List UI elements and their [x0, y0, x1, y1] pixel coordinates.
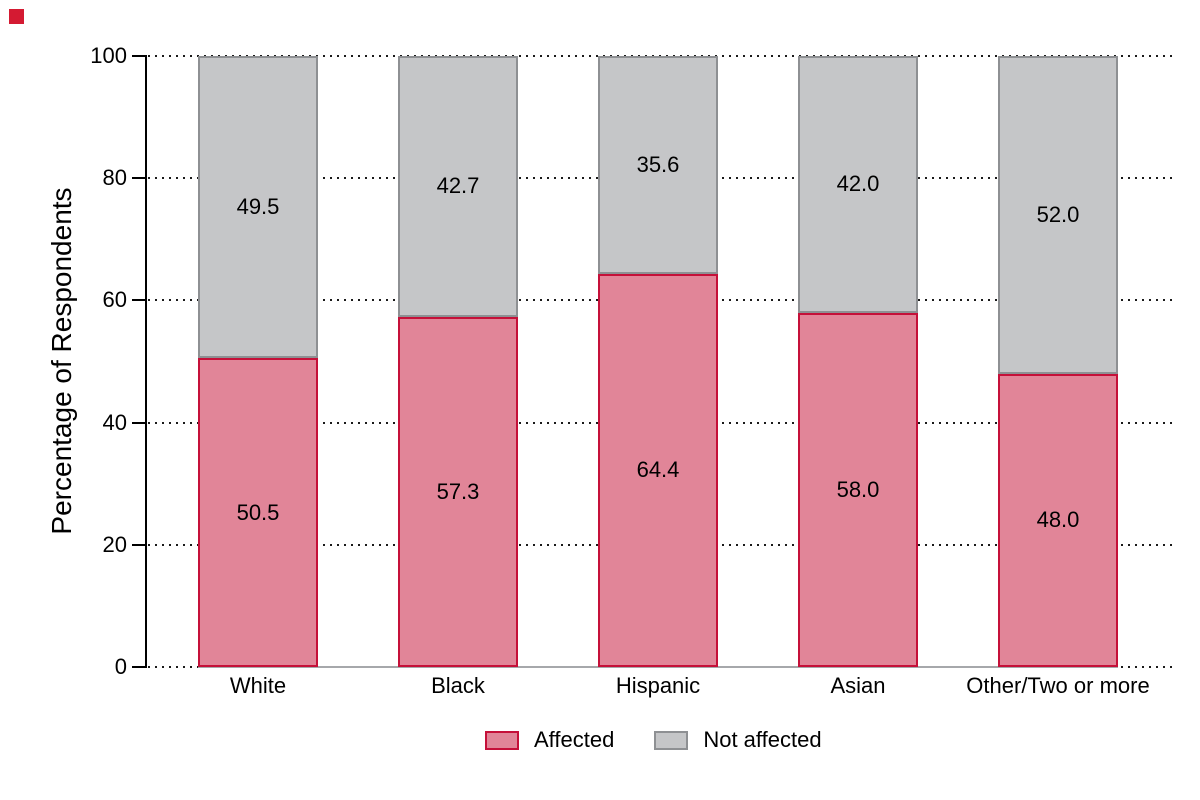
bar-segment-affected: [998, 373, 1118, 667]
y-axis-title: Percentage of Respondents: [46, 187, 77, 535]
legend-item-affected: Affected: [485, 727, 614, 753]
y-axis-tick-label: 40: [102, 409, 127, 435]
bar-value-label-affected: 57.3: [436, 478, 480, 504]
bar-value-label-not-affected: 42.7: [436, 173, 480, 199]
bar-segment-affected: [598, 273, 718, 667]
x-category-label: Hispanic: [615, 673, 701, 698]
bar-value-label-affected: 58.0: [836, 476, 880, 502]
bar-segment-not-affected: [998, 56, 1118, 374]
y-axis-tick-label: 20: [102, 531, 127, 557]
legend-item-not-affected: Not affected: [654, 727, 822, 753]
x-category-label: Black: [431, 673, 485, 698]
bar-segment-not-affected: [398, 56, 518, 317]
y-axis-tick: [132, 421, 146, 424]
y-axis-tick: [132, 55, 146, 57]
x-category-label: Asian: [830, 673, 886, 698]
legend-swatch-not-affected: [654, 730, 689, 750]
legend: Affected Not affected: [485, 727, 822, 753]
y-axis-tick: [132, 299, 146, 302]
bar-value-label-not-affected: 42.0: [836, 171, 880, 197]
bar-value-label-not-affected: 49.5: [236, 194, 280, 220]
bar-segment-not-affected: [798, 56, 918, 313]
legend-label-not-affected: Not affected: [703, 727, 822, 752]
bar-segment-affected: [398, 316, 518, 667]
y-axis-tick: [132, 177, 146, 180]
x-category-label: White: [229, 673, 287, 698]
bar-value-label-affected: 64.4: [636, 457, 680, 483]
y-axis-tick-label: 60: [102, 287, 127, 313]
y-axis-tick: [132, 666, 146, 668]
bar-segment-affected: [198, 358, 318, 667]
y-axis-tick-label: 80: [102, 165, 127, 191]
x-category-label: Other/Two or more: [966, 673, 1150, 698]
y-axis-tick: [132, 543, 146, 546]
y-axis-line: [145, 55, 147, 668]
red-corner-marker: [9, 9, 24, 24]
x-axis-baseline: [198, 666, 1118, 668]
legend-label-affected: Affected: [534, 727, 615, 752]
y-axis-tick-label: 0: [114, 654, 127, 679]
bar-segment-not-affected: [198, 56, 318, 359]
bar-value-label-not-affected: 52.0: [1036, 201, 1080, 227]
bar-value-label-affected: 48.0: [1036, 507, 1080, 533]
bar-value-label-affected: 50.5: [236, 499, 280, 525]
y-axis-tick-label: 100: [90, 43, 127, 68]
bar-value-label-not-affected: 35.6: [636, 151, 680, 177]
bar-segment-not-affected: [598, 56, 718, 274]
legend-swatch-affected: [485, 730, 519, 750]
bar-segment-affected: [798, 312, 918, 667]
